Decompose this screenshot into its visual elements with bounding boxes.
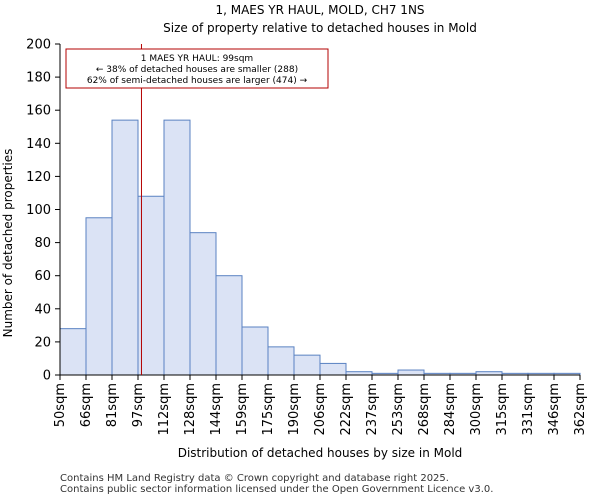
y-tick-label: 200	[26, 38, 51, 53]
bar-66sqm	[85, 217, 113, 376]
annotation-line-2: ← 38% of detached houses are smaller (28…	[96, 65, 298, 75]
bar-144sqm	[215, 275, 243, 376]
chart-title: 1, MAES YR HAUL, MOLD, CH7 1NS	[215, 3, 424, 17]
x-tick-label: 268sqm	[417, 383, 432, 436]
y-tick-label: 80	[34, 236, 51, 251]
x-tick-label: 128sqm	[183, 383, 198, 436]
annotation-line-1: 1 MAES YR HAUL: 99sqm	[141, 54, 253, 64]
annotation-box	[65, 48, 329, 89]
y-tick-label: 120	[26, 170, 51, 185]
bar-97sqm	[137, 195, 165, 376]
chart-subtitle: Size of property relative to detached ho…	[163, 21, 477, 35]
bar-206sqm	[319, 362, 347, 376]
annotation-line-3: 62% of semi-detached houses are larger (…	[87, 76, 308, 86]
bar-190sqm	[293, 354, 321, 376]
bar-128sqm	[189, 232, 217, 376]
bar-159sqm	[241, 326, 269, 376]
x-tick-label: 315sqm	[495, 383, 510, 436]
x-tick-label: 112sqm	[157, 383, 172, 436]
x-tick-label: 300sqm	[469, 383, 484, 436]
x-tick-label: 222sqm	[339, 383, 354, 436]
y-tick-label: 20	[34, 335, 51, 350]
x-tick-label: 159sqm	[235, 383, 250, 436]
x-tick-label: 237sqm	[365, 383, 380, 436]
bar-112sqm	[163, 119, 191, 376]
y-tick-label: 40	[34, 302, 51, 317]
bar-50sqm	[59, 328, 87, 376]
x-tick-label: 190sqm	[287, 383, 302, 436]
y-tick-label: 60	[34, 269, 51, 284]
x-tick-label: 144sqm	[209, 383, 224, 436]
bars-group	[59, 119, 581, 376]
x-tick-label: 175sqm	[261, 383, 276, 436]
bar-175sqm	[267, 346, 295, 376]
x-tick-label: 66sqm	[79, 383, 94, 427]
x-tick-label: 362sqm	[573, 383, 588, 436]
x-tick-label: 206sqm	[313, 383, 328, 436]
y-tick-label: 100	[26, 203, 51, 218]
x-tick-label: 81sqm	[105, 383, 120, 427]
y-tick-label: 0	[43, 369, 51, 384]
x-tick-label: 284sqm	[443, 383, 458, 436]
x-tick-label: 97sqm	[131, 383, 146, 427]
x-tick-label: 346sqm	[547, 383, 562, 436]
y-axis: 0 20 40 60 80 100 120 140 160 180 200	[26, 38, 61, 384]
x-tick-label: 331sqm	[521, 383, 536, 436]
footer-line-1: Contains HM Land Registry data © Crown c…	[60, 473, 449, 484]
footer-line-2: Contains public sector information licen…	[60, 484, 494, 495]
y-tick-label: 180	[26, 71, 51, 86]
y-tick-label: 160	[26, 104, 51, 119]
bar-253sqm	[397, 369, 425, 376]
x-tick-label: 50sqm	[53, 383, 68, 427]
x-axis: 50sqm 66sqm 81sqm 97sqm 112sqm 128sqm 144sqm 15…	[53, 374, 588, 436]
x-axis-label: Distribution of detached houses by size …	[178, 446, 463, 460]
bar-81sqm	[111, 119, 139, 376]
x-tick-label: 253sqm	[391, 383, 406, 436]
y-axis-label: Number of detached properties	[1, 149, 15, 338]
y-tick-label: 140	[26, 137, 51, 152]
